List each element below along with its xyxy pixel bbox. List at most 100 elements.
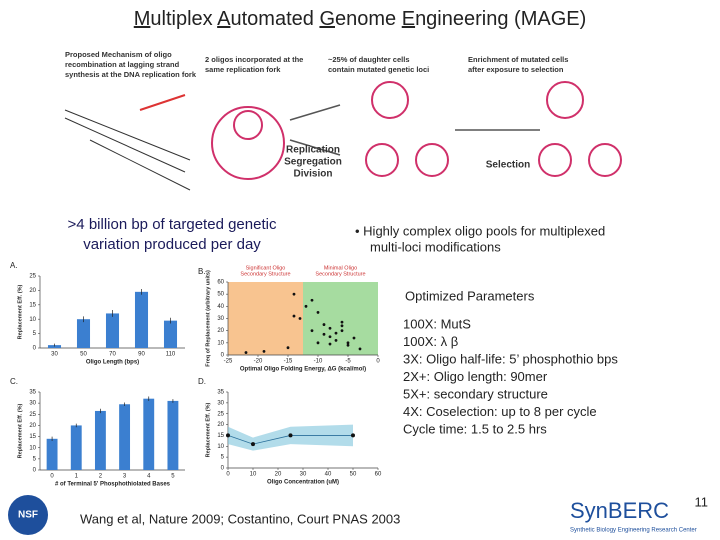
citation: Wang et al, Nature 2009; Costantino, Cou… <box>80 511 400 526</box>
x-tick-label: 90 <box>138 352 145 358</box>
point <box>328 335 332 339</box>
y-tick-label: 40 <box>217 304 224 310</box>
diagram-label: Division <box>294 169 333 180</box>
point <box>351 433 355 438</box>
cell <box>371 81 409 119</box>
param-item: 5X+: secondary structure <box>403 386 548 401</box>
y-tick-label: 35 <box>29 390 36 396</box>
diagram-label: Enrichment of mutated cells <box>468 55 568 64</box>
x-tick-label: -20 <box>254 359 263 365</box>
y-tick-label: 5 <box>221 455 225 461</box>
y-tick-label: 50 <box>217 292 224 298</box>
plasmid <box>211 106 285 180</box>
x-tick-label: 60 <box>375 472 382 478</box>
y-tick-label: 30 <box>29 401 36 407</box>
x-tick-label: 5 <box>171 474 175 480</box>
x-tick-label: 3 <box>123 474 127 480</box>
cell <box>365 143 399 177</box>
y-tick-label: 25 <box>29 274 36 280</box>
y-tick-label: 60 <box>217 280 224 286</box>
point <box>310 329 314 333</box>
cell <box>415 143 449 177</box>
x-tick-label: 50 <box>350 472 357 478</box>
point <box>328 342 332 346</box>
y-tick-label: 10 <box>29 317 36 323</box>
x-tick-label: 1 <box>75 474 79 480</box>
page-number: 11 <box>695 494 709 509</box>
panel-letter: B. <box>198 267 206 276</box>
point <box>352 336 356 340</box>
point <box>226 433 230 438</box>
x-tick-label: 2 <box>99 474 103 480</box>
y-tick-label: 10 <box>217 340 224 346</box>
title-part: ngineering (MAGE) <box>415 8 586 30</box>
diagram-label: Selection <box>486 160 530 171</box>
point <box>346 341 350 345</box>
diagram-label: contain mutated genetic loci <box>328 65 429 74</box>
diagram-label: 2 oligos incorporated at the <box>205 55 303 64</box>
slide-title: Multiplex Automated Genome Engineering (… <box>134 8 587 30</box>
y-tick-label: 15 <box>29 434 36 440</box>
panel-letter: A. <box>10 261 18 270</box>
dna-strand <box>64 109 191 161</box>
y-tick-label: 0 <box>221 466 225 472</box>
point <box>298 317 302 320</box>
synberc-sub: Synthetic Biology Engineering Research C… <box>570 528 697 534</box>
bar <box>94 410 106 470</box>
point <box>340 329 344 333</box>
diagram-label: Segregation <box>284 157 342 168</box>
y-tick-label: 25 <box>217 411 224 417</box>
x-tick-label: 20 <box>275 472 282 478</box>
synberc-logo: SynBERC <box>570 498 669 523</box>
title-part: E <box>402 8 415 30</box>
y-tick-label: 10 <box>29 445 36 451</box>
x-axis-label: Oligo Concentration (uM) <box>267 480 339 486</box>
y-tick-label: 15 <box>29 302 36 308</box>
bar <box>163 320 178 348</box>
y-axis-label: Freq of Replacement (arbitrary units) <box>205 270 211 367</box>
title-part: enome <box>335 8 402 30</box>
point <box>322 332 326 336</box>
point <box>346 343 350 347</box>
title-part: ultiplex <box>150 8 217 30</box>
x-axis-label: Optimal Oligo Folding Energy, ΔG (kcal/m… <box>240 367 366 373</box>
point <box>292 314 296 318</box>
x-tick-label: -25 <box>224 359 233 365</box>
arrow <box>289 139 341 156</box>
oligo <box>139 94 186 111</box>
x-tick-label: 70 <box>109 352 116 358</box>
diagram <box>64 81 622 191</box>
dna-strand <box>89 139 191 191</box>
region-label: Significant Oligo <box>246 265 286 271</box>
point <box>244 351 248 354</box>
y-axis-label: Replacement Eff. (%) <box>205 402 211 457</box>
y-axis-label: Replacement Eff. (%) <box>17 284 23 339</box>
point <box>334 331 338 335</box>
title-part: G <box>319 8 335 30</box>
x-tick-label: -15 <box>284 359 293 365</box>
point <box>340 324 344 328</box>
title-part: M <box>134 8 151 30</box>
y-tick-label: 35 <box>217 390 224 396</box>
region-label: Secondary Structure <box>240 271 290 277</box>
point <box>316 311 320 314</box>
point <box>304 304 308 308</box>
param-item: 100X: λ β <box>403 334 458 349</box>
bar <box>46 438 58 470</box>
y-tick-label: 30 <box>217 400 224 406</box>
y-tick-label: 0 <box>33 346 37 352</box>
diagram-label: Proposed Mechanism of oligo <box>65 50 172 59</box>
x-tick-label: 40 <box>325 472 332 478</box>
param-item: Cycle time: 1.5 to 2.5 hrs <box>403 421 547 436</box>
param-item: 4X: Coselection: up to 8 per cycle <box>403 404 597 419</box>
point <box>322 323 326 326</box>
params-heading: Optimized Parameters <box>405 288 535 303</box>
point <box>262 349 266 353</box>
x-tick-label: -10 <box>314 359 323 365</box>
x-tick-label: 10 <box>250 472 257 478</box>
y-tick-label: 5 <box>33 331 37 337</box>
diagram-label: synthesis at the DNA replication fork <box>65 70 197 79</box>
y-tick-label: 0 <box>221 353 225 359</box>
x-tick-label: 0 <box>50 474 54 480</box>
